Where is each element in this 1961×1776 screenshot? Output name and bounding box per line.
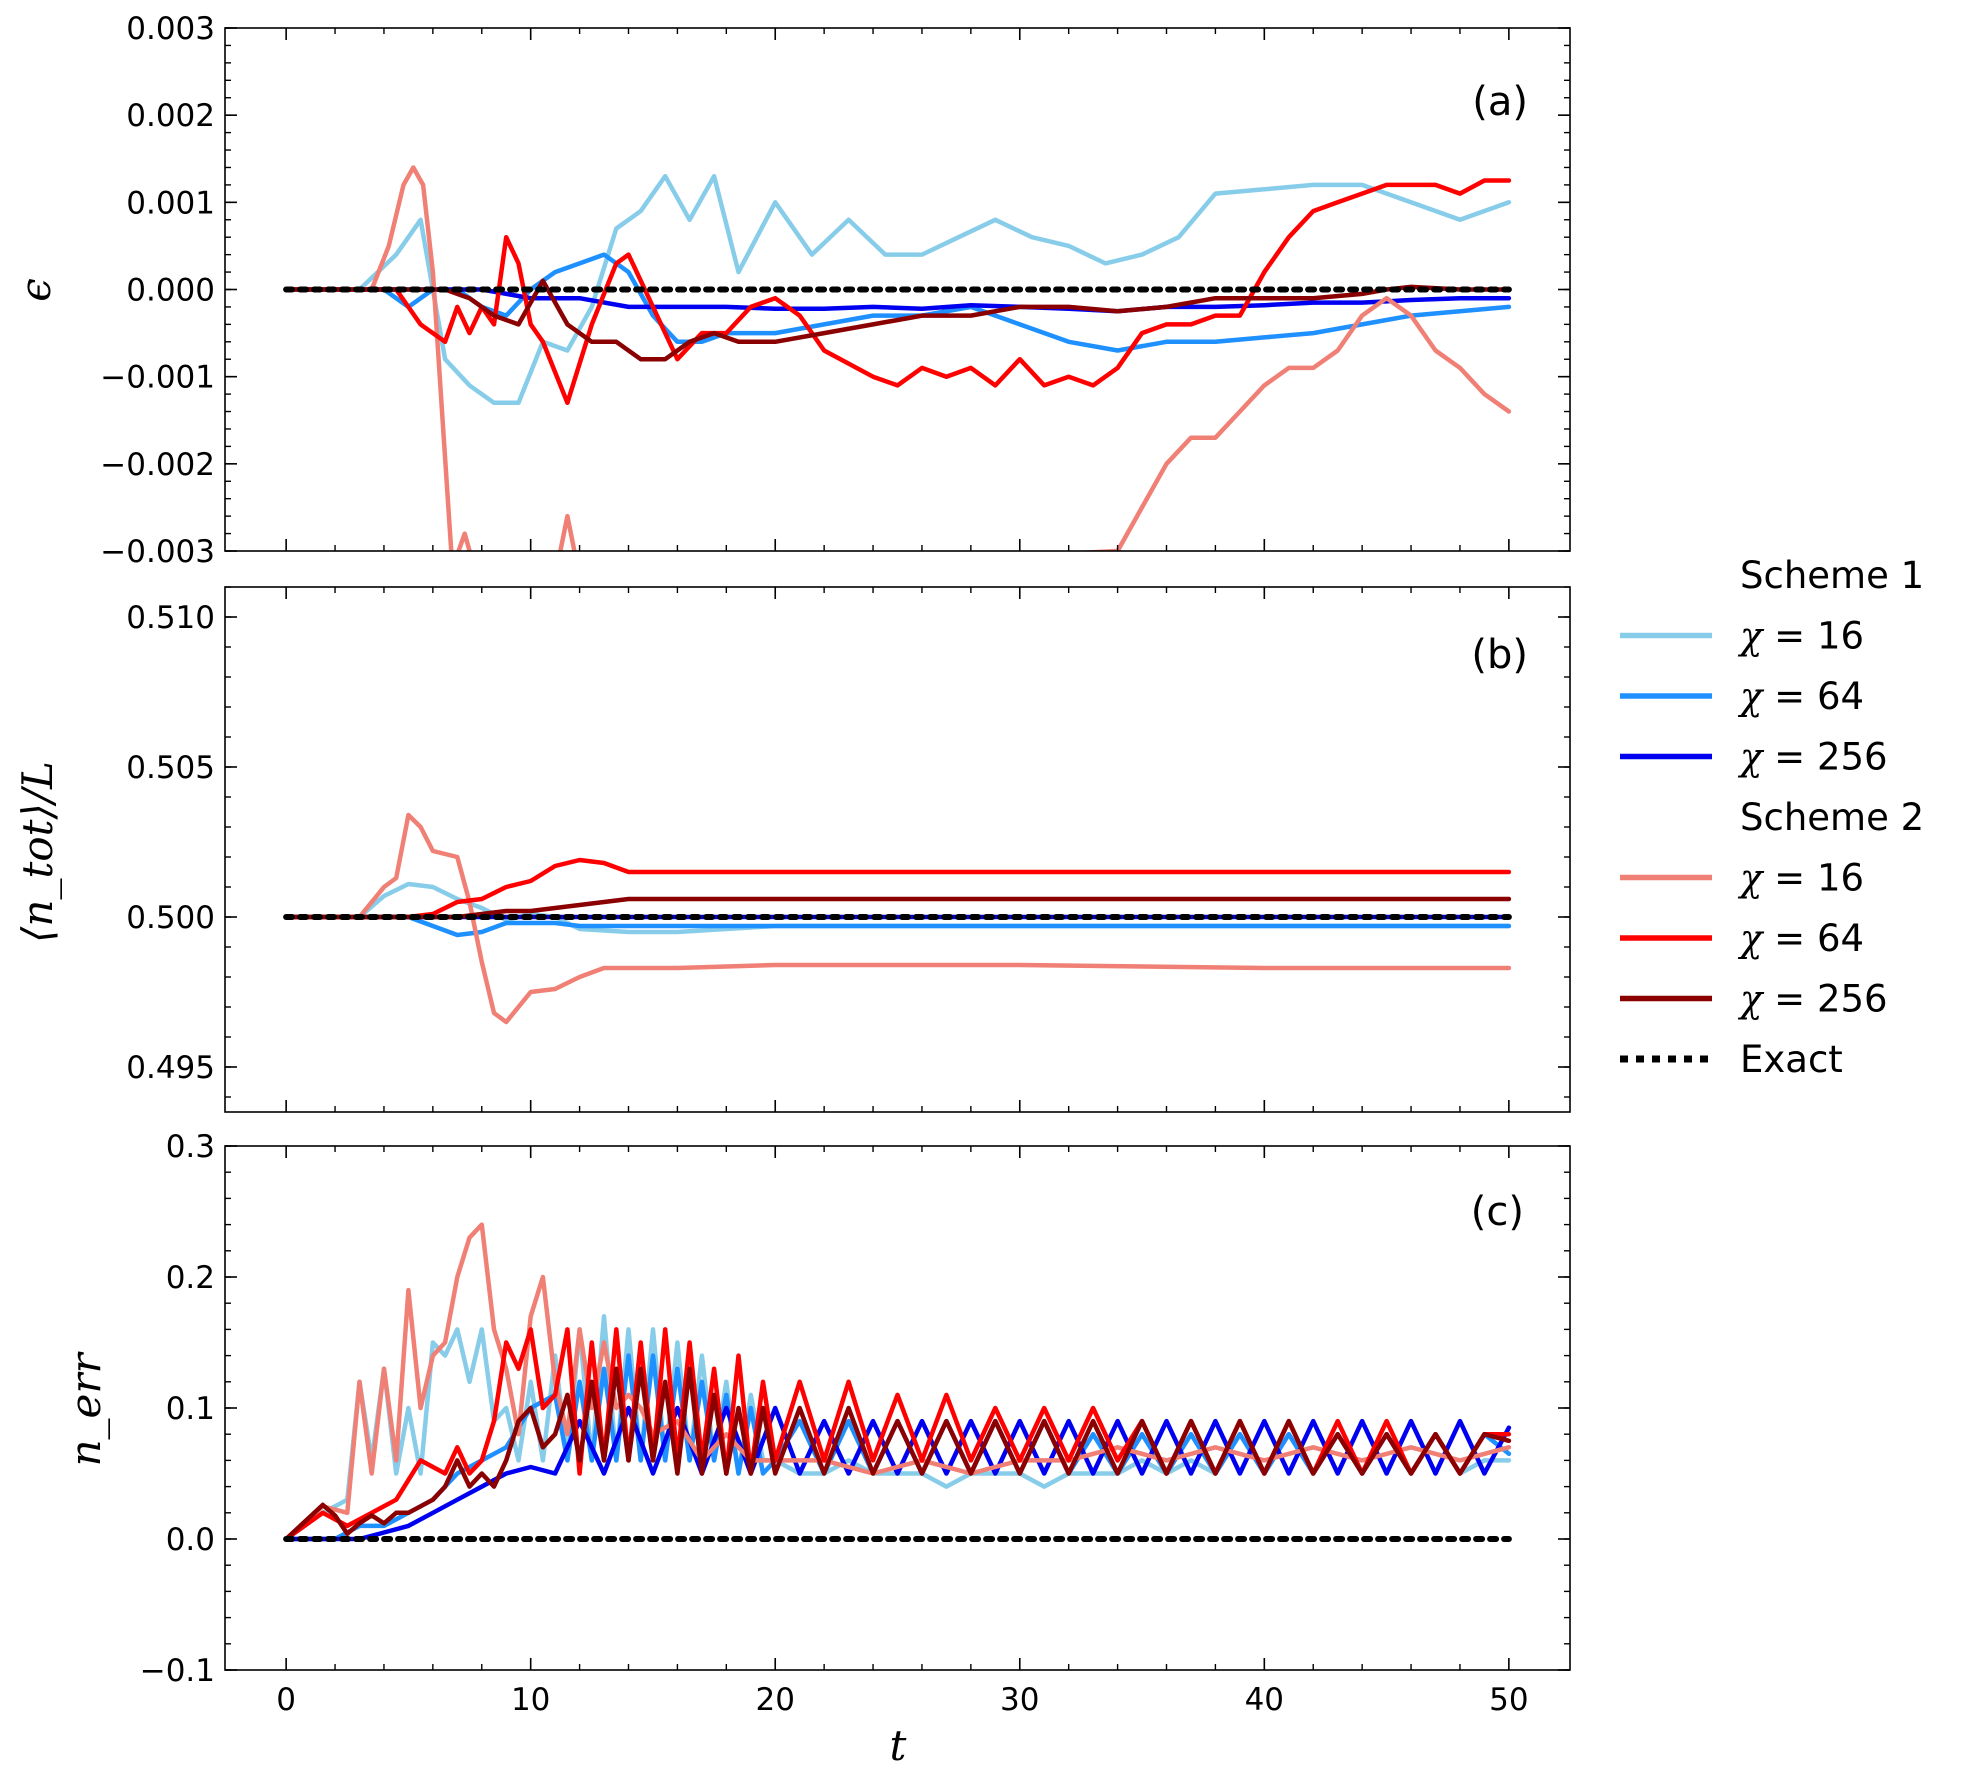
panel-a-y-tick-label: 0.002 — [126, 98, 215, 134]
x-tick-label: 50 — [1489, 1682, 1528, 1718]
legend-entry-label: = 64 — [1762, 917, 1864, 960]
panel-a-y-tick-label: 0.003 — [126, 11, 215, 47]
panel-b-y-tick-label: 0.505 — [126, 750, 215, 786]
legend-entry: χ = 64 — [1737, 675, 1864, 718]
legend-group-title: Scheme 2 — [1740, 796, 1924, 839]
panel-a-y-tick-label: 0.000 — [126, 273, 215, 309]
panel-b-series-s2_256 — [283, 896, 1512, 920]
panel-a: 0.003 0.002 0.001 0.000 −0.001 −0.002 −0.003 (… — [11, 11, 1571, 570]
legend-entry-label: = 16 — [1762, 857, 1864, 900]
panel-c-y-tick-label: 0.0 — [166, 1522, 215, 1558]
panel-c-y-tick-label: 0.3 — [166, 1129, 215, 1165]
legend-entry: χ = 16 — [1737, 615, 1864, 658]
panel-b-label: (b) — [1471, 632, 1528, 678]
legend-entry: χ = 16 — [1737, 857, 1864, 900]
panel-a-series-s1_256 — [283, 287, 1512, 314]
legend-entry-symbol: χ — [1737, 857, 1765, 900]
legend-group-title: Scheme 1 — [1740, 554, 1924, 597]
panel-b-frame — [224, 586, 1571, 1113]
legend-entry: χ = 64 — [1737, 917, 1864, 960]
panel-c-series-s1_256 — [283, 1405, 1512, 1542]
legend-entry-symbol: χ — [1737, 736, 1765, 779]
panel-c-ylabel: n_err — [61, 1351, 110, 1467]
legend-entry: χ = 256 — [1737, 736, 1888, 779]
legend-entry-label: = 256 — [1762, 978, 1887, 1021]
panel-c-series-s2_256 — [283, 1366, 1512, 1542]
panel-b-y-tick-label: 0.500 — [126, 900, 215, 936]
panel-a-series-s1_16 — [283, 173, 1512, 406]
panel-a-y-tick-label: −0.002 — [100, 447, 215, 483]
x-tick-label: 0 — [276, 1682, 296, 1718]
panel-c-label: (c) — [1471, 1189, 1524, 1235]
panel-a-series-s2_256 — [283, 278, 1512, 362]
panel-b-series-s2_16 — [283, 812, 1512, 1025]
panel-b-series-s2_64 — [283, 857, 1512, 920]
legend-entry-symbol: χ — [1737, 917, 1765, 960]
legend-entry-label: = 64 — [1762, 675, 1864, 718]
panel-a-y-tick-label: 0.001 — [126, 185, 215, 221]
panel-c-y-tick-label: 0.1 — [166, 1391, 215, 1427]
x-tick-label: 10 — [511, 1682, 550, 1718]
x-tick-label: 30 — [1000, 1682, 1039, 1718]
panel-c-series-s1_16 — [283, 1314, 1512, 1542]
legend-entry-symbol: χ — [1737, 675, 1765, 718]
x-axis-label: t — [890, 1721, 907, 1770]
panel-a-series-s2_64 — [283, 178, 1512, 406]
legend-entry: χ = 256 — [1737, 978, 1888, 1021]
panel-a-ylabel: ϵ — [11, 278, 60, 302]
panel-a-series-s2_16 — [283, 165, 1512, 551]
panel-a-y-tick-label: −0.001 — [100, 360, 215, 396]
panel-b-y-tick-label: 0.495 — [126, 1050, 215, 1086]
legend-entry-symbol: χ — [1737, 615, 1765, 658]
panel-c-series-s2_64 — [283, 1327, 1512, 1542]
legend-entry-exact: Exact — [1740, 1038, 1843, 1081]
legend-entry-label: = 256 — [1762, 736, 1887, 779]
panel-b: 0.510 0.505 0.500 0.495 (b) ⟨n_tot⟩/L — [13, 586, 1571, 1113]
panel-c-y-tick-label: −0.1 — [140, 1653, 215, 1689]
panel-b-y-tick-label: 0.510 — [126, 600, 215, 636]
legend-entry-symbol: χ — [1737, 978, 1765, 1021]
panel-a-y-tick-label: −0.003 — [100, 534, 215, 570]
panel-a-label: (a) — [1472, 79, 1528, 125]
legend-entry-label: = 16 — [1762, 615, 1864, 658]
x-tick-label: 20 — [756, 1682, 795, 1718]
panel-b-ylabel: ⟨n_tot⟩/L — [13, 761, 62, 943]
panel-c-y-tick-label: 0.2 — [166, 1260, 215, 1296]
panel-c: 0.3 0.2 0.1 0.0 −0.1 0 10 20 30 40 50 (c) n_err — [61, 1129, 1571, 1718]
x-tick-label: 40 — [1245, 1682, 1284, 1718]
panel-b-series-s1_64 — [283, 914, 1512, 938]
